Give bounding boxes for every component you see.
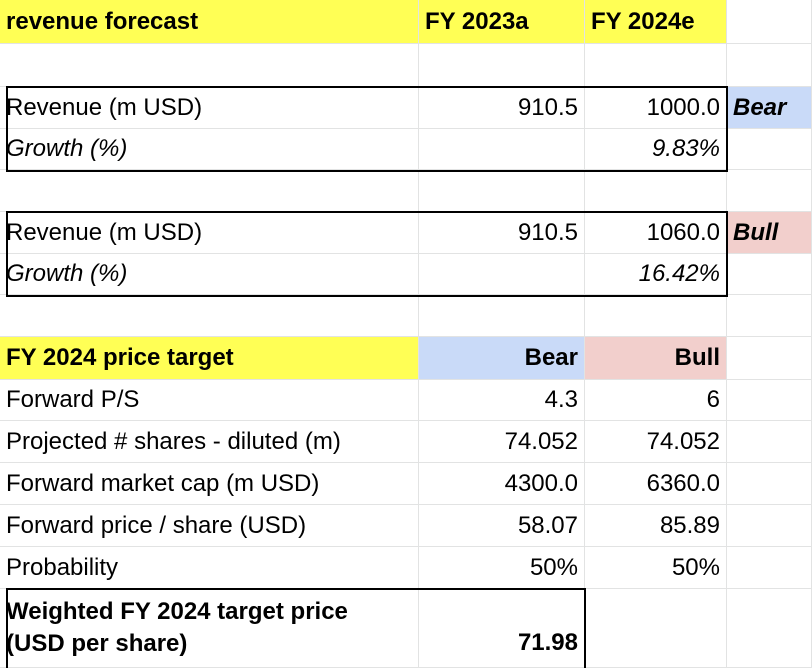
row-label-projected-shares[interactable]: Projected # shares - diluted (m)	[0, 421, 419, 463]
cell-empty[interactable]	[419, 170, 585, 212]
bear-tag[interactable]: Bear	[727, 87, 812, 129]
projected-shares-bear[interactable]: 74.052	[419, 421, 585, 463]
probability-bear[interactable]: 50%	[419, 547, 585, 589]
cell-empty[interactable]	[727, 129, 812, 170]
cell-empty[interactable]	[727, 170, 812, 212]
cell-empty[interactable]	[727, 380, 812, 421]
cell-empty[interactable]	[0, 170, 419, 212]
bull-revenue-2024[interactable]: 1060.0	[585, 212, 727, 254]
price-target-title[interactable]: FY 2024 price target	[0, 337, 419, 380]
forward-price-bear[interactable]: 58.07	[419, 505, 585, 547]
cell-empty[interactable]	[727, 254, 812, 295]
row-label-forward-ps[interactable]: Forward P/S	[0, 380, 419, 421]
cell-empty[interactable]	[727, 295, 812, 337]
cell-empty[interactable]	[585, 589, 727, 668]
cell-empty[interactable]	[419, 254, 585, 295]
price-target-bear-header[interactable]: Bear	[419, 337, 585, 380]
row-label-forward-market-cap[interactable]: Forward market cap (m USD)	[0, 463, 419, 505]
row-label-probability[interactable]: Probability	[0, 547, 419, 589]
cell-empty[interactable]	[0, 44, 419, 87]
bull-revenue-2023[interactable]: 910.5	[419, 212, 585, 254]
cell-empty[interactable]	[727, 337, 812, 380]
weighted-target-label[interactable]: Weighted FY 2024 target price (USD per s…	[0, 589, 419, 668]
forward-ps-bull[interactable]: 6	[585, 380, 727, 421]
weighted-target-value[interactable]: 71.98	[419, 589, 585, 668]
cell-empty[interactable]	[585, 44, 727, 87]
cell-empty[interactable]	[727, 547, 812, 589]
bear-revenue-label[interactable]: Revenue (m USD)	[0, 87, 419, 129]
bear-growth-label[interactable]: Growth (%)	[0, 129, 419, 170]
bear-revenue-2023[interactable]: 910.5	[419, 87, 585, 129]
cell-empty[interactable]	[585, 295, 727, 337]
bull-tag[interactable]: Bull	[727, 212, 812, 254]
cell-empty[interactable]	[727, 589, 812, 668]
cell-empty[interactable]	[419, 129, 585, 170]
cell-empty[interactable]	[419, 44, 585, 87]
bear-growth-value[interactable]: 9.83%	[585, 129, 727, 170]
forward-price-bull[interactable]: 85.89	[585, 505, 727, 547]
cell-empty[interactable]	[727, 505, 812, 547]
cell-fy2024e-header[interactable]: FY 2024e	[585, 0, 727, 44]
cell-empty[interactable]	[727, 44, 812, 87]
weighted-target-label-line1: Weighted FY 2024 target price	[6, 598, 348, 625]
cell-empty[interactable]	[585, 170, 727, 212]
bull-growth-value[interactable]: 16.42%	[585, 254, 727, 295]
projected-shares-bull[interactable]: 74.052	[585, 421, 727, 463]
cell-empty[interactable]	[727, 421, 812, 463]
cell-fy2023a-header[interactable]: FY 2023a	[419, 0, 585, 44]
bull-growth-label[interactable]: Growth (%)	[0, 254, 419, 295]
cell-empty[interactable]	[727, 0, 812, 44]
forward-market-cap-bull[interactable]: 6360.0	[585, 463, 727, 505]
bull-revenue-label[interactable]: Revenue (m USD)	[0, 212, 419, 254]
cell-title[interactable]: revenue forecast	[0, 0, 419, 44]
weighted-target-label-line2: (USD per share)	[6, 630, 188, 657]
forward-ps-bear[interactable]: 4.3	[419, 380, 585, 421]
cell-empty[interactable]	[0, 295, 419, 337]
price-target-bull-header[interactable]: Bull	[585, 337, 727, 380]
cell-empty[interactable]	[727, 463, 812, 505]
bear-revenue-2024[interactable]: 1000.0	[585, 87, 727, 129]
forward-market-cap-bear[interactable]: 4300.0	[419, 463, 585, 505]
row-label-forward-price[interactable]: Forward price / share (USD)	[0, 505, 419, 547]
probability-bull[interactable]: 50%	[585, 547, 727, 589]
cell-empty[interactable]	[419, 295, 585, 337]
